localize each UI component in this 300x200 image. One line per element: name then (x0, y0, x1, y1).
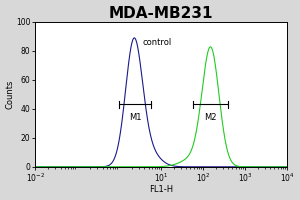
Title: MDA-MB231: MDA-MB231 (109, 6, 213, 21)
Y-axis label: Counts: Counts (6, 80, 15, 109)
Text: M2: M2 (204, 113, 217, 122)
Text: control: control (142, 38, 172, 47)
Text: M1: M1 (129, 113, 141, 122)
X-axis label: FL1-H: FL1-H (149, 185, 173, 194)
